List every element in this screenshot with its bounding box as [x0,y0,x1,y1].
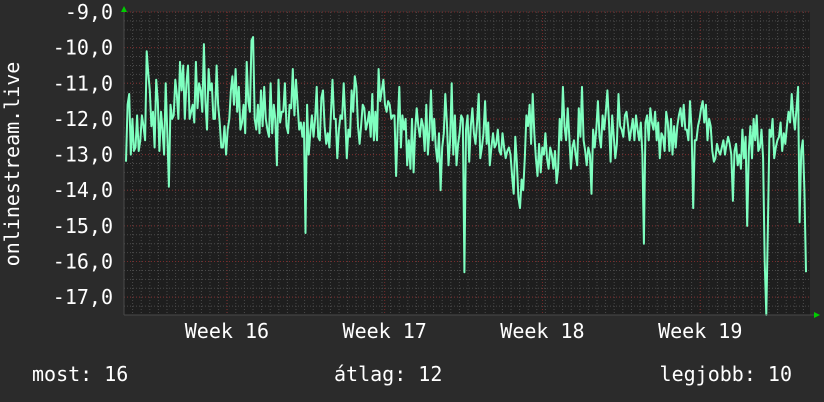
y-tick-label: -12,0 [53,107,113,131]
y-tick-label: -13,0 [53,143,113,167]
y-axis-label: onlinestream.live [0,62,24,267]
x-axis-arrow [814,312,820,318]
x-tick-label: Week 19 [658,319,742,343]
y-tick-label: -17,0 [53,285,113,309]
footer-current-value: most: 16 [32,362,129,386]
y-tick-label: -11,0 [53,71,113,95]
x-tick-label: Week 18 [500,319,584,343]
y-tick-label: -10,0 [53,36,113,60]
y-tick-label: -15,0 [53,214,113,238]
x-axis-ticks: Week 16 Week 17 Week 18 Week 19 [185,319,743,343]
x-tick-label: Week 16 [185,319,269,343]
y-tick-label: -16,0 [53,250,113,274]
y-axis-ticks: -9,0 -10,0 -11,0 -12,0 -13,0 -14,0 -15,0 -16,0 -… [53,0,113,309]
y-tick-label: -14,0 [53,178,113,202]
x-tick-label: Week 17 [343,319,427,343]
footer-average-value: átlag: 12 [334,362,443,386]
y-tick-label: -9,0 [65,0,113,24]
series-line [125,36,807,316]
axes [121,6,820,318]
footer-best-value: legjobb: 10 [659,362,792,386]
y-axis-arrow [121,6,127,12]
